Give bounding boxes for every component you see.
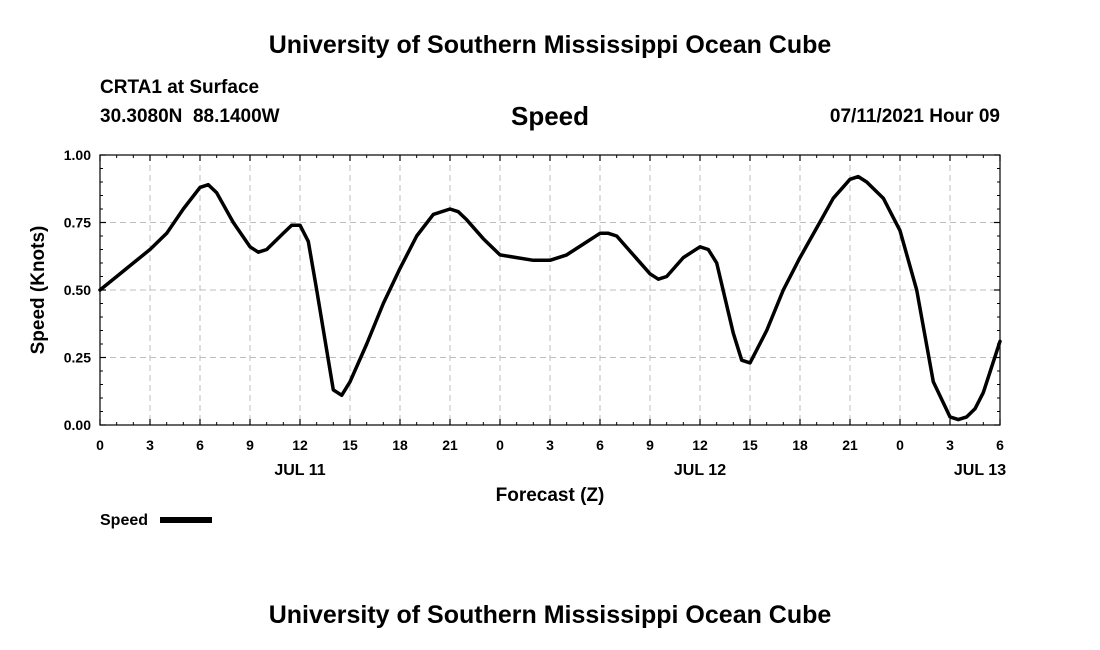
y-axis-title: Speed (Knots) (28, 226, 49, 355)
date-label: JUL 13 (954, 462, 1006, 479)
y-tick-label: 0.75 (64, 215, 91, 231)
x-tick-label: 3 (946, 437, 954, 453)
variable-title: Speed (510, 101, 590, 131)
x-tick-label: 21 (442, 437, 458, 453)
y-tick-label: 1.00 (64, 147, 91, 163)
coordinates-label: 30.3080N 88.1400W (100, 106, 280, 127)
date-label: JUL 12 (674, 462, 726, 479)
x-tick-label: 21 (842, 437, 858, 453)
x-tick-label: 9 (646, 437, 654, 453)
x-tick-label: 15 (742, 437, 758, 453)
plot-frame (99, 154, 1001, 426)
x-tick-label: 12 (692, 437, 708, 453)
datetime-label: 07/11/2021 Hour 09 (829, 106, 1000, 127)
x-tick-label: 0 (96, 437, 104, 453)
y-tick-label: 0.25 (64, 350, 91, 366)
x-tick-label: 0 (896, 437, 904, 453)
x-tick-label: 18 (792, 437, 808, 453)
x-tick-label: 9 (246, 437, 254, 453)
legend-label: Speed (100, 512, 148, 529)
x-tick-label: 6 (996, 437, 1004, 453)
x-tick-label: 12 (292, 437, 308, 453)
y-tick-label: 0.00 (64, 417, 91, 433)
x-tick-label: 6 (196, 437, 204, 453)
legend-swatch (160, 517, 212, 523)
speed-line-chart: 0 3 6 9 12 15 18 21 0 3 6 9 12 15 18 21 0 3 6 0.00 0.25 0.50 0… (28, 147, 1006, 529)
x-tick-label: 3 (546, 437, 554, 453)
axis-labels: 0 3 6 9 12 15 18 21 0 3 6 9 12 15 18 21 0 3 6 0.00 0.25 0.50 0… (64, 147, 1006, 479)
y-tick-label: 0.50 (64, 282, 91, 298)
station-label: CRTA1 at Surface (100, 77, 260, 98)
x-tick-label: 18 (392, 437, 408, 453)
x-axis-title: Forecast (Z) (496, 485, 605, 506)
x-tick-label: 3 (146, 437, 154, 453)
chart-title-bottom: University of Southern Mississippi Ocean… (268, 601, 832, 629)
date-label: JUL 11 (274, 462, 325, 479)
x-tick-label: 6 (596, 437, 604, 453)
x-tick-label: 15 (342, 437, 358, 453)
grid (100, 155, 1000, 425)
speed-series-line (98, 174, 1002, 422)
chart-title-top: University of Southern Mississippi Ocean… (268, 31, 832, 59)
x-tick-label: 0 (496, 437, 504, 453)
